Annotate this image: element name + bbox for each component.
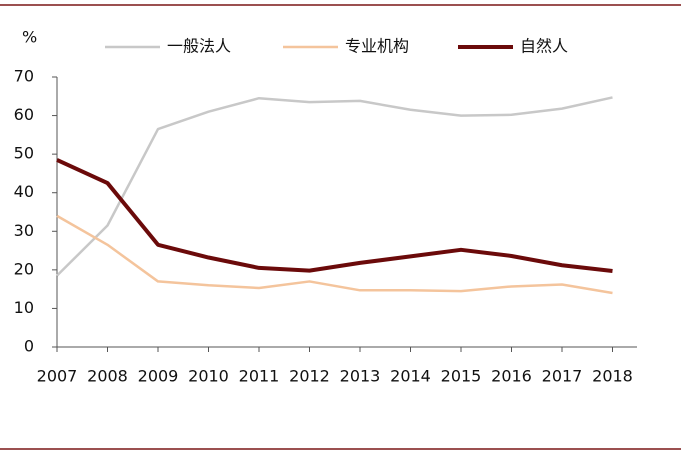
y-tick-label: 40 xyxy=(14,182,34,201)
legend-label: 专业机构 xyxy=(345,37,409,56)
x-tick-label: 2015 xyxy=(441,367,482,386)
series-line xyxy=(56,96,613,277)
x-tick-label: 2009 xyxy=(138,367,179,386)
y-tick-label: 50 xyxy=(14,144,34,163)
y-tick-label: 60 xyxy=(14,105,34,124)
x-tick-label: 2008 xyxy=(87,367,128,386)
x-tick-label: 2007 xyxy=(37,367,78,386)
legend-label: 自然人 xyxy=(520,37,568,56)
x-tick-label: 2017 xyxy=(542,367,583,386)
unit-label: % xyxy=(22,28,37,47)
y-tick-label: 70 xyxy=(14,67,34,86)
y-tick-label: 0 xyxy=(24,337,34,356)
x-tick-label: 2018 xyxy=(592,367,633,386)
y-tick-label: 10 xyxy=(14,298,34,317)
legend-label: 一般法人 xyxy=(167,37,231,56)
x-tick-label: 2011 xyxy=(239,367,280,386)
x-tick-label: 2010 xyxy=(188,367,229,386)
x-tick-label: 2016 xyxy=(491,367,532,386)
x-tick-label: 2012 xyxy=(289,367,330,386)
x-tick-label: 2014 xyxy=(390,367,431,386)
y-tick-label: 20 xyxy=(14,259,34,278)
series-line xyxy=(56,214,613,295)
y-tick-label: 30 xyxy=(14,221,34,240)
series-line xyxy=(56,158,613,274)
x-tick-label: 2013 xyxy=(340,367,381,386)
